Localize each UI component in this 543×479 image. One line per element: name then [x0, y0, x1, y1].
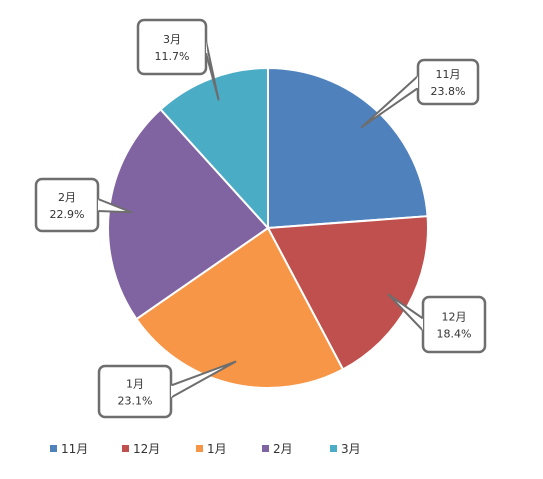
legend-item-1: 11月: [50, 442, 88, 456]
callout-box: [34, 177, 100, 233]
data-label-percent: 11.7%: [155, 50, 190, 63]
callout-box: [136, 18, 208, 76]
data-label-callouts: 11月 23.8% 12月 18.4% 1月 23.1% 2月 22.9% 3月 11.7%: [34, 18, 487, 419]
pie-slice-5: [159, 66, 269, 231]
callout-box: [421, 295, 487, 354]
callout-1: 11月 23.8%: [360, 58, 480, 129]
legend-swatch: [330, 445, 337, 452]
legend-label: 12月: [133, 442, 160, 456]
pie-slice-3: [135, 226, 345, 389]
callout-3: 1月 23.1%: [97, 360, 237, 419]
data-label-percent: 23.1%: [118, 395, 153, 408]
legend-item-3: 1月: [196, 442, 227, 456]
callout-box: [97, 364, 173, 419]
data-label-category: 3月: [163, 33, 181, 46]
data-label-category: 12月: [442, 311, 467, 324]
legend-item-4: 2月: [262, 442, 293, 456]
data-label-percent: 22.9%: [50, 208, 85, 221]
data-label-category: 2月: [58, 191, 76, 204]
pie-slice-2: [266, 215, 429, 371]
legend-label: 3月: [341, 442, 361, 456]
pie-slice-1: [267, 66, 429, 230]
legend-label: 1月: [207, 442, 227, 456]
callout-pointer: [360, 75, 419, 129]
pie-slices: [107, 66, 429, 389]
legend-label: 2月: [273, 442, 293, 456]
legend-item-5: 3月: [330, 442, 361, 456]
legend-swatch: [262, 445, 269, 452]
legend-label: 11月: [61, 442, 88, 456]
callout-4: 2月 22.9%: [34, 177, 133, 233]
legend-swatch: [122, 445, 129, 452]
data-label-category: 11月: [436, 68, 461, 81]
callout-2: 12月 18.4%: [387, 293, 487, 354]
legend-swatch: [50, 445, 57, 452]
data-label-percent: 23.8%: [431, 85, 466, 98]
legend-swatch: [196, 445, 203, 452]
data-label-category: 1月: [126, 378, 144, 391]
legend-item-2: 12月: [122, 442, 160, 456]
legend: 11月 12月 1月 2月 3月: [50, 442, 361, 456]
callout-5: 3月 11.7%: [136, 18, 220, 101]
data-label-percent: 18.4%: [437, 328, 472, 341]
